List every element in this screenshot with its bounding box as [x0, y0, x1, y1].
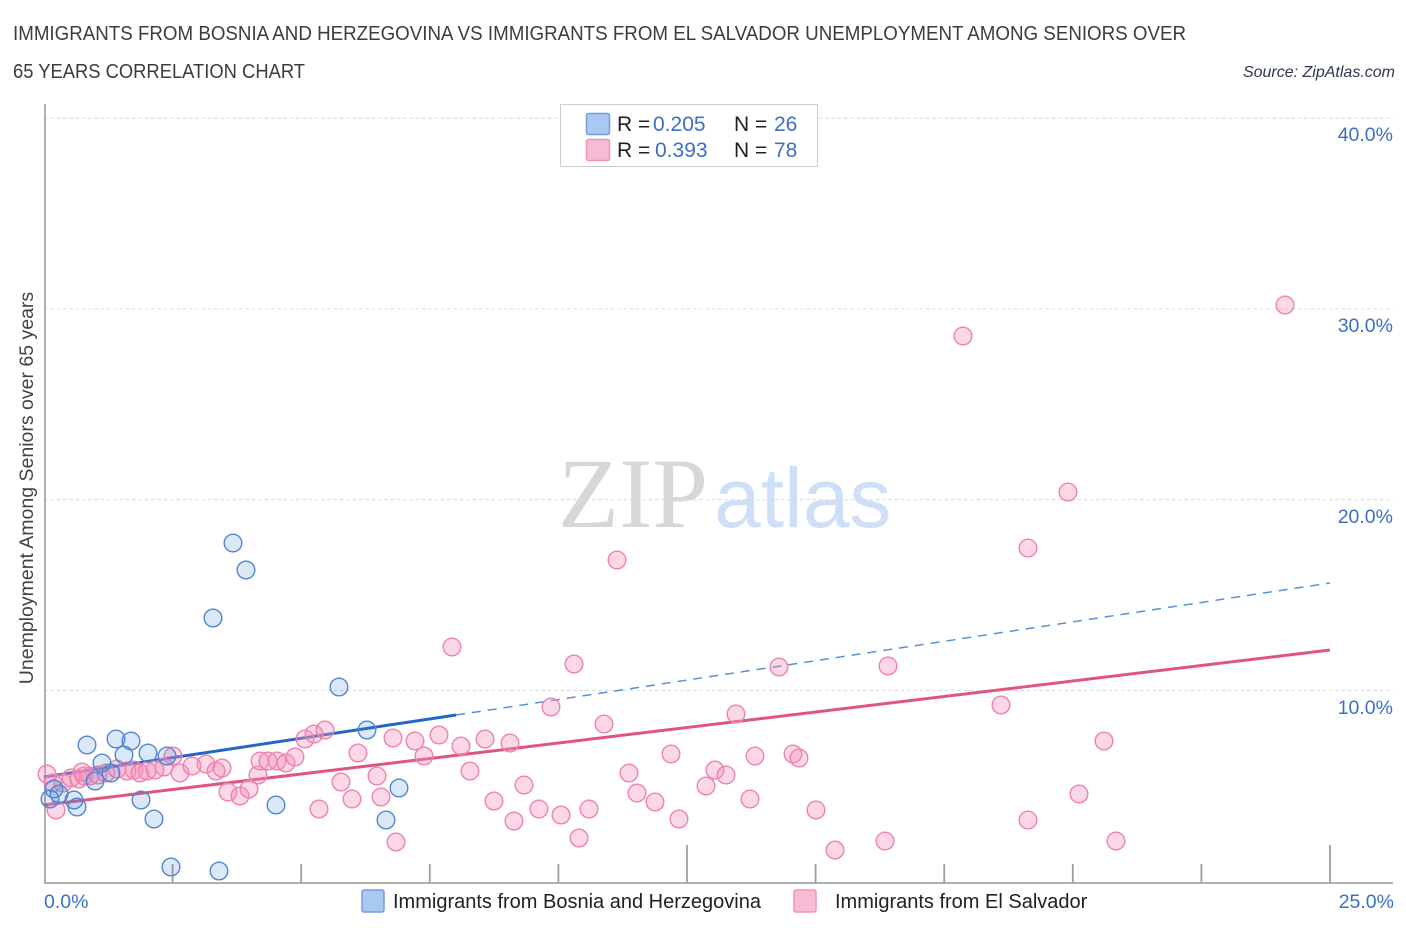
svg-text:Immigrants from Bosnia and Her: Immigrants from Bosnia and Herzegovina	[393, 891, 762, 913]
svg-text:65 YEARS CORRELATION CHART: 65 YEARS CORRELATION CHART	[13, 60, 305, 83]
svg-text:Immigrants from El Salvador: Immigrants from El Salvador	[835, 891, 1088, 913]
svg-text:0.393: 0.393	[655, 139, 708, 162]
svg-text:20.0%: 20.0%	[1338, 506, 1393, 528]
svg-text:IMMIGRANTS FROM BOSNIA AND HER: IMMIGRANTS FROM BOSNIA AND HERZEGOVINA V…	[13, 22, 1186, 45]
svg-text:78: 78	[774, 139, 797, 162]
svg-text:26: 26	[774, 113, 797, 136]
svg-text:N =: N =	[734, 139, 767, 162]
svg-text:ZIP: ZIP	[558, 438, 708, 549]
svg-text:Unemployment Among Seniors ove: Unemployment Among Seniors over 65 years	[16, 292, 38, 685]
svg-text:Source: ZipAtlas.com: Source: ZipAtlas.com	[1243, 64, 1395, 81]
svg-text:0.0%: 0.0%	[44, 891, 88, 913]
svg-text:30.0%: 30.0%	[1338, 315, 1393, 337]
svg-text:R =: R =	[617, 113, 650, 136]
svg-text:40.0%: 40.0%	[1338, 124, 1393, 146]
svg-text:atlas: atlas	[714, 451, 891, 545]
svg-text:0.205: 0.205	[653, 113, 706, 136]
svg-text:25.0%: 25.0%	[1339, 891, 1394, 913]
svg-text:10.0%: 10.0%	[1338, 697, 1393, 719]
svg-text:R =: R =	[617, 139, 650, 162]
svg-text:N =: N =	[734, 113, 767, 136]
